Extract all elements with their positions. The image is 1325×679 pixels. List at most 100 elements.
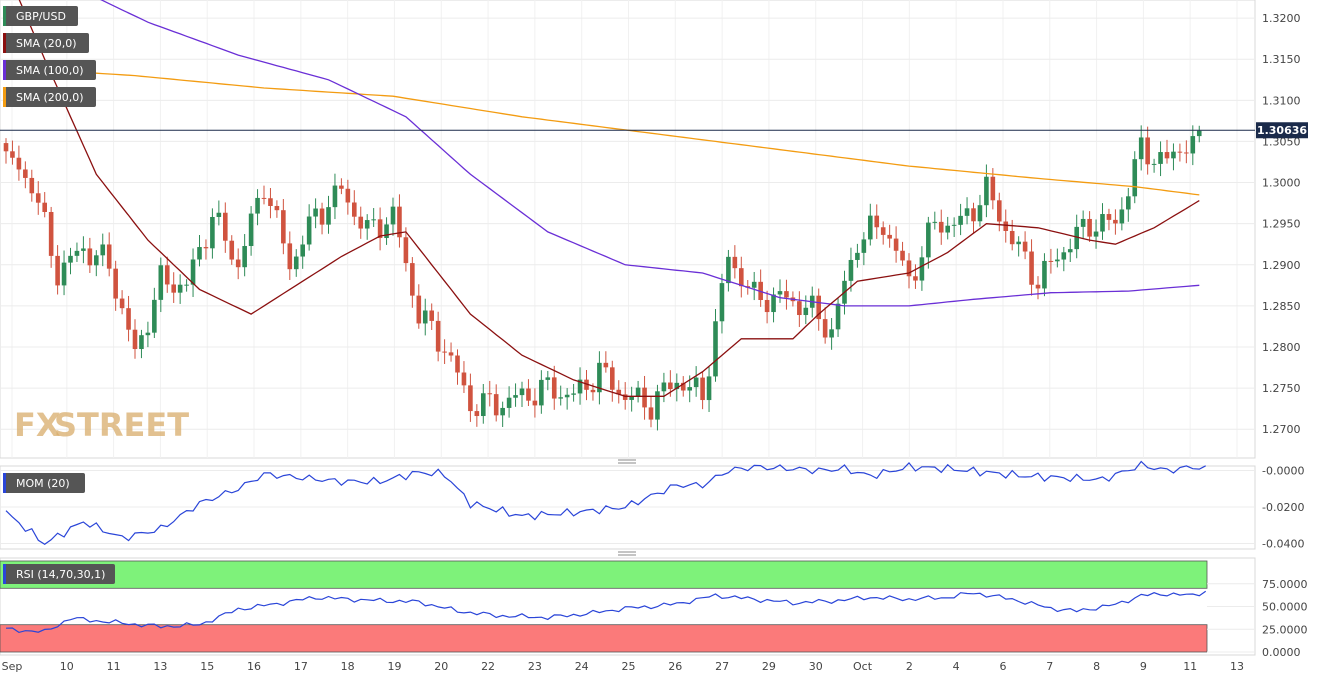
candle-body — [48, 212, 54, 256]
candle-body — [539, 379, 544, 406]
candle-body — [487, 393, 493, 395]
candle-body — [1145, 137, 1150, 165]
price-panel[interactable] — [0, 0, 1256, 459]
legend-sma200[interactable]: SMA (200,0) — [3, 87, 96, 107]
candle-body — [558, 397, 563, 399]
candle-body — [442, 351, 447, 353]
sma20-label: SMA (20,0) — [16, 37, 77, 50]
momentum-grid — [0, 470, 1255, 545]
candle-body — [371, 219, 376, 221]
candle-body — [29, 177, 35, 194]
candle-body — [1138, 137, 1144, 160]
time-axis: Sep 10 11 13 15 16 17 18 19 20 22 23 24 25 26 27 29 30 Oct… — [2, 0, 1244, 673]
candle-body — [526, 388, 531, 401]
legend-mom[interactable]: MOM (20) — [3, 473, 85, 493]
candle-body — [248, 213, 254, 247]
price-tick-label: 1.2700 — [1262, 423, 1301, 436]
candle-body — [468, 385, 473, 412]
candle-body — [1119, 209, 1125, 224]
rsi-oversold-zone — [0, 624, 1208, 653]
legend-sma20[interactable]: SMA (20,0) — [3, 33, 89, 53]
time-tick-label: Sep — [2, 660, 23, 673]
candle-body — [3, 143, 9, 152]
candle-body — [100, 244, 106, 256]
candle-body — [1171, 151, 1176, 159]
candle-body — [977, 205, 983, 222]
candle-body — [1087, 218, 1092, 237]
candle-body — [687, 387, 692, 391]
candle-body — [1055, 259, 1060, 262]
candle-body — [1042, 260, 1047, 289]
candle-body — [87, 248, 93, 266]
candle-body — [706, 376, 712, 401]
candle-body — [474, 411, 480, 417]
candle-body — [287, 243, 293, 270]
candle-body — [61, 262, 67, 286]
panel-resize-handle[interactable] — [618, 459, 636, 464]
candle-body — [448, 352, 454, 356]
time-tick-label: 16 — [247, 660, 261, 673]
candle-body — [1035, 284, 1041, 289]
time-tick-label: 7 — [1046, 660, 1053, 673]
candle-body — [1067, 249, 1073, 253]
legend-rsi[interactable]: RSI (14,70,30,1) — [3, 564, 115, 584]
candle-body — [126, 308, 131, 330]
candle-body — [255, 197, 260, 214]
candle-body — [332, 185, 338, 208]
momentum-tick-label: -0.0200 — [1262, 501, 1304, 514]
symbol-label: GBP/USD — [16, 10, 66, 23]
candle-body — [874, 215, 880, 228]
candle-body — [1029, 251, 1034, 285]
time-tick-label: Oct — [853, 660, 873, 673]
candle-body — [913, 276, 918, 281]
candle-body — [732, 256, 738, 269]
candle-body — [880, 227, 886, 235]
candle-body — [829, 329, 834, 338]
time-tick-label: 18 — [341, 660, 355, 673]
candle-body — [906, 260, 912, 277]
candle-body — [1009, 230, 1015, 245]
time-tick-label: 22 — [481, 660, 495, 673]
candle-body — [326, 207, 331, 225]
candle-body — [422, 310, 428, 324]
candle-body — [661, 382, 667, 392]
candle-body — [119, 298, 125, 309]
time-tick-label: 4 — [953, 660, 960, 673]
candle-body — [932, 221, 938, 223]
legend-sma100[interactable]: SMA (100,0) — [3, 60, 96, 80]
candle-body — [216, 212, 222, 217]
current-price-label: 1.30636 — [1257, 124, 1307, 137]
rsi-overbought-zone — [0, 560, 1208, 589]
candle-body — [403, 237, 409, 264]
legend-symbol[interactable]: GBP/USD — [3, 6, 78, 26]
candle-body — [339, 185, 344, 189]
candle-body — [700, 377, 705, 401]
candle-body — [861, 239, 867, 253]
candle-body — [145, 332, 151, 336]
momentum-axis: -0.0000 -0.0200 -0.0400 — [1262, 465, 1304, 551]
price-tick-label: 1.2900 — [1262, 259, 1301, 272]
candle-body — [42, 202, 47, 213]
candle-body — [313, 208, 318, 217]
candle-body — [352, 202, 357, 217]
candle-body — [184, 284, 189, 286]
candle-body — [1100, 214, 1105, 232]
panel-resize-handle-2[interactable] — [618, 551, 636, 556]
price-tick-label: 1.3050 — [1262, 135, 1301, 148]
candle-body — [771, 294, 776, 313]
price-tick-label: 1.3200 — [1262, 12, 1301, 25]
momentum-tick-label: -0.0400 — [1262, 538, 1304, 551]
price-tick-label: 1.2800 — [1262, 341, 1301, 354]
price-tick-label: 1.2850 — [1262, 300, 1301, 313]
rsi-line — [5, 590, 1207, 634]
time-tick-label: 11 — [107, 660, 121, 673]
time-tick-label: 10 — [60, 660, 74, 673]
candle-body — [293, 256, 299, 270]
candle-body — [997, 200, 1002, 222]
candle-body — [261, 197, 267, 199]
time-tick-label: 15 — [200, 660, 214, 673]
candle-body — [513, 395, 518, 398]
time-tick-label: 8 — [1093, 660, 1100, 673]
candle-body — [964, 208, 970, 216]
candle-body — [235, 259, 241, 268]
